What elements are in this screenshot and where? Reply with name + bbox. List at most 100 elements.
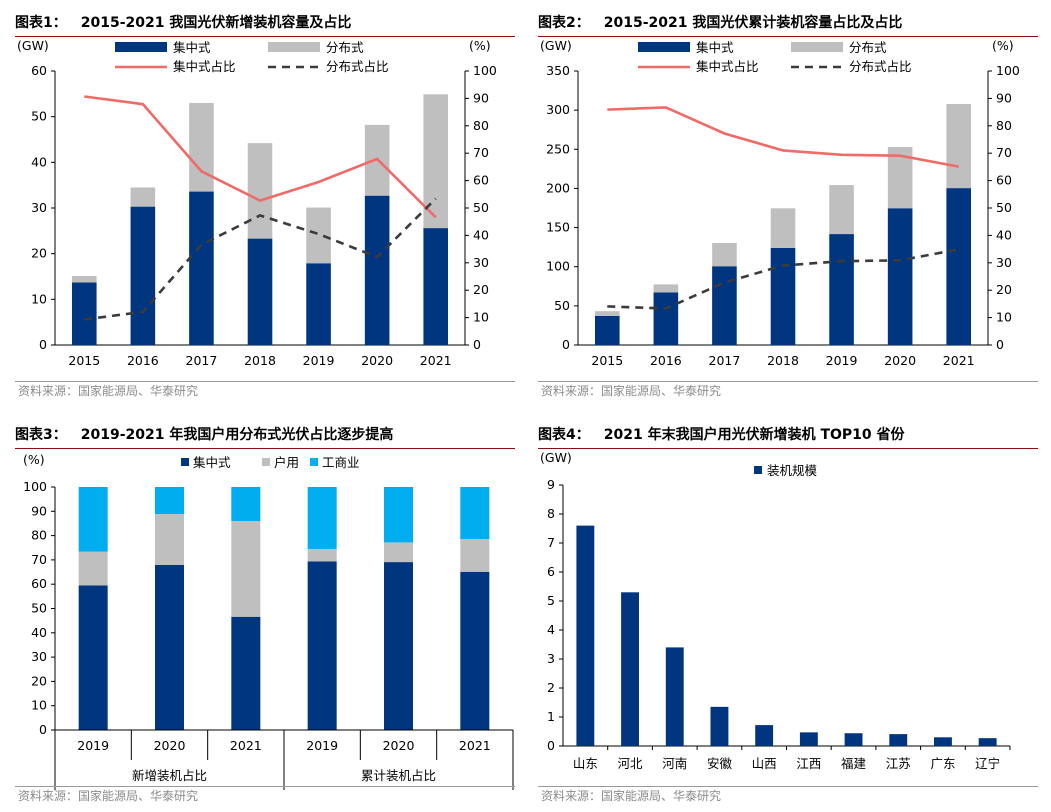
bar-distributed [306, 207, 331, 264]
y-tick-label-right: 80 [473, 118, 489, 133]
panel-household-share: 图表3： 2019-2021 年我国户用分布式光伏占比逐步提高 (%) 0 10 20 3… [15, 424, 515, 812]
x-tick-label: 山东 [573, 756, 598, 771]
y-tick-label-right: 100 [996, 63, 1020, 78]
chart-household-share: (%) 0 10 20 30 40 50 60 70 80 90 100 2019 2020 2021 201… [23, 452, 514, 790]
x-tick-label: 2019 [306, 738, 338, 753]
bar-installed [665, 647, 684, 746]
y-tick-label-right: 30 [473, 255, 489, 270]
bar-centralized [78, 585, 108, 730]
x-tick-label: 山西 [752, 756, 777, 771]
y-tick-label-right: 50 [473, 200, 489, 215]
panel-4-number: 图表4： [538, 427, 590, 443]
bar-installed [889, 734, 908, 746]
y-tick-label-right: 0 [473, 337, 481, 352]
y-tick-label-left: 30 [31, 200, 47, 215]
y-tick-label: 70 [31, 552, 47, 567]
panel-2-title: 图表2： 2015-2021 我国光伏累计装机容量占比及占比 [538, 12, 1038, 37]
y-tick-label-left: 100 [546, 259, 570, 274]
x-tick-label: 2021 [459, 738, 491, 753]
bar-centralized [154, 565, 185, 730]
legend-label-distributed: 分布式 [326, 40, 364, 55]
panel-2-number: 图表2： [538, 15, 590, 31]
x-tick-label: 2020 [361, 353, 393, 368]
bar-centralized [946, 188, 972, 345]
legend-swatch-centralized [115, 42, 167, 52]
y-tick-label: 8 [547, 506, 555, 521]
bar-commercial [154, 487, 185, 514]
y-tick-label-left: 0 [39, 337, 47, 352]
x-tick-label: 2019 [303, 353, 335, 368]
bar-distributed [712, 242, 737, 267]
x-tick-label: 江苏 [886, 756, 911, 771]
y-tick-label-right: 90 [473, 90, 489, 105]
panel-3-title-text: 2019-2021 年我国户用分布式光伏占比逐步提高 [80, 427, 394, 443]
y-axis-unit-left: (GW) [540, 38, 572, 53]
y-tick-label: 7 [547, 535, 555, 550]
line-distributed-share [607, 248, 959, 310]
y-tick-label-left: 150 [546, 220, 570, 235]
y-axis-unit: (%) [23, 452, 45, 467]
bar-installed [755, 725, 774, 746]
y-tick-label: 0 [547, 738, 555, 753]
bar-distributed [829, 185, 854, 235]
panel-1-source: 资料来源：国家能源局、华泰研究 [15, 381, 515, 400]
line-distributed-share [84, 197, 437, 321]
x-tick-label: 江西 [796, 756, 821, 771]
x-tick-label: 2021 [230, 738, 262, 753]
panel-2-source: 资料来源：国家能源局、华泰研究 [538, 381, 1038, 400]
bar-centralized [231, 616, 261, 730]
bar-installed [844, 733, 863, 746]
bar-commercial [231, 487, 261, 522]
y-tick-label: 40 [31, 625, 47, 640]
bar-distributed [946, 103, 972, 189]
y-tick-label-right: 50 [996, 200, 1012, 215]
x-group-label: 累计装机占比 [361, 768, 436, 783]
y-tick-label: 80 [31, 528, 47, 543]
y-tick-label: 90 [31, 503, 47, 518]
panel-4-source: 资料来源：国家能源局、华泰研究 [538, 786, 1038, 805]
x-tick-label: 福建 [841, 756, 867, 771]
y-tick-label-right: 60 [473, 173, 489, 188]
y-tick-label: 100 [23, 479, 47, 494]
x-tick-label: 辽宁 [975, 756, 1000, 771]
y-tick-label: 9 [547, 477, 555, 492]
y-tick-label-left: 20 [31, 246, 47, 261]
bar-centralized [594, 315, 620, 345]
line-centralized-share [84, 95, 437, 219]
chart-top10-provinces: (GW) 0 1 2 3 4 5 6 7 8 9 山东 河北 河南 安徽 山西 江西 福建 江苏 广东 辽宁 装机规模 [540, 450, 1011, 771]
bar-installed [799, 732, 818, 746]
y-axis-unit: (GW) [540, 450, 572, 465]
y-tick-label-left: 50 [31, 109, 47, 124]
bar-commercial [78, 487, 108, 552]
chart-cumulative: (GW) (%) 0 50 100 150 200 250 300 350 0 10 20 30 40 50 6… [540, 38, 1020, 368]
bar-household [307, 548, 337, 562]
y-tick-label-right: 60 [996, 173, 1012, 188]
panel-3-source: 资料来源：国家能源局、华泰研究 [15, 786, 515, 805]
x-tick-label: 广东 [930, 756, 955, 771]
x-tick-label: 2015 [68, 353, 100, 368]
bar-centralized [770, 247, 796, 345]
x-tick-label: 安徽 [707, 756, 733, 771]
bar-commercial [460, 487, 490, 540]
legend-label-centralized-share: 集中式占比 [173, 59, 236, 74]
x-tick-label: 2020 [154, 738, 186, 753]
y-tick-label-left: 300 [546, 102, 570, 117]
bar-centralized [383, 562, 414, 730]
x-tick-label: 2017 [709, 353, 741, 368]
y-tick-label-right: 40 [473, 227, 489, 242]
legend-label-centralized: 集中式 [696, 40, 734, 55]
bar-distributed [770, 208, 796, 248]
legend-label-installed: 装机规模 [767, 463, 818, 478]
y-tick-label: 4 [547, 622, 555, 637]
y-tick-label: 0 [39, 722, 47, 737]
bar-installed [576, 525, 595, 746]
y-tick-label: 10 [31, 698, 47, 713]
x-tick-label: 2018 [767, 353, 799, 368]
bar-distributed [653, 284, 679, 293]
y-tick-label-right: 70 [473, 145, 489, 160]
panel-top10-provinces: 图表4： 2021 年末我国户用光伏新增装机 TOP10 省份 (GW) 0 1 2 3 4… [538, 424, 1038, 812]
panel-3-number: 图表3： [15, 427, 67, 443]
legend-swatch-distributed [791, 42, 843, 52]
bar-centralized [829, 234, 854, 345]
y-tick-label: 5 [547, 593, 555, 608]
